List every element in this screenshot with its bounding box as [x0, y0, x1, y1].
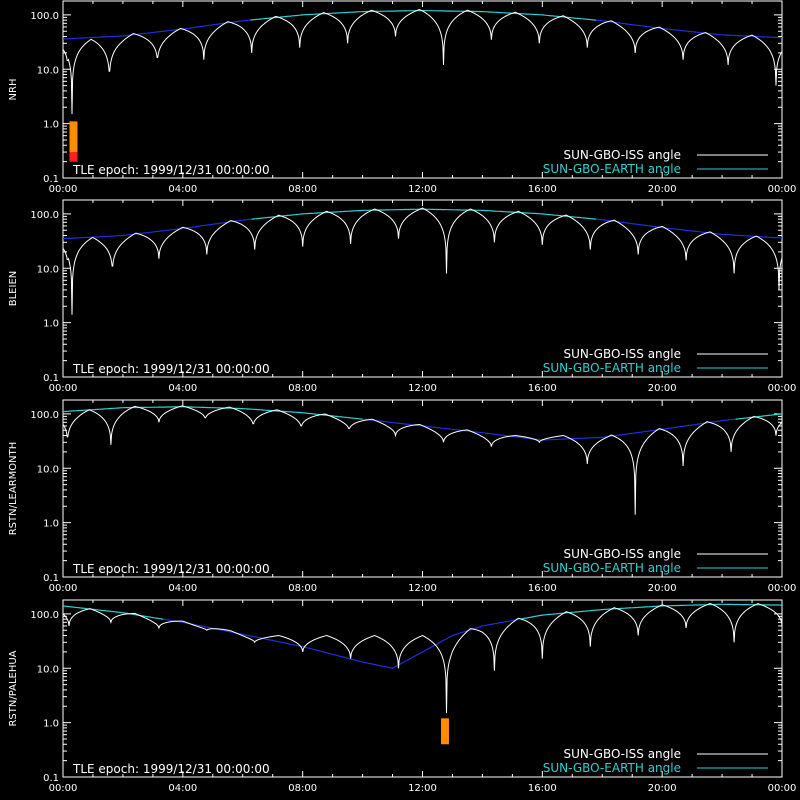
y-tick-label: 0.1: [43, 573, 59, 584]
x-tick-label: 00:00: [49, 184, 78, 195]
earth-angle-line: [735, 413, 782, 420]
x-tick-label: 04:00: [168, 783, 197, 794]
legend-earth-label: SUN-GBO-EARTH angle: [543, 361, 681, 375]
legend-earth-label: SUN-GBO-EARTH angle: [543, 761, 681, 775]
x-tick-label: 00:00: [49, 583, 78, 594]
tle-epoch-text: TLE epoch: 1999/12/31 00:00:00: [72, 562, 270, 576]
legend-iss-label: SUN-GBO-ISS angle: [564, 547, 681, 561]
y-tick-label: 10.0: [37, 264, 59, 275]
x-tick-label: 00:00: [768, 583, 797, 594]
traces: [63, 8, 782, 162]
y-axis-label: RSTN/PALEHUA: [8, 650, 19, 726]
earth-angle-line: [596, 218, 782, 239]
y-tick-label: 100.0: [30, 610, 59, 621]
tle-epoch-text: TLE epoch: 1999/12/31 00:00:00: [72, 362, 270, 376]
earth-angle-line: [63, 218, 252, 240]
x-tick-label: 20:00: [648, 184, 677, 195]
x-tick-label: 00:00: [768, 783, 797, 794]
tle-epoch-text: TLE epoch: 1999/12/31 00:00:00: [72, 762, 270, 776]
iss-angle-line: [63, 207, 782, 315]
legend-iss-label: SUN-GBO-ISS angle: [564, 148, 681, 162]
x-tick-label: 20:00: [648, 583, 677, 594]
traces: [63, 405, 782, 515]
x-tick-label: 00:00: [49, 783, 78, 794]
x-tick-label: 16:00: [528, 383, 557, 394]
x-tick-label: 12:00: [408, 184, 437, 195]
x-tick-label: 16:00: [528, 783, 557, 794]
y-tick-label: 100.0: [30, 210, 59, 221]
legend-earth-label: SUN-GBO-EARTH angle: [543, 162, 681, 176]
earth-angle-line: [250, 10, 597, 21]
x-tick-label: 04:00: [168, 184, 197, 195]
earth-angle-line: [251, 208, 597, 220]
x-tick-label: 04:00: [168, 583, 197, 594]
iss-angle-line: [63, 602, 782, 714]
x-tick-label: 16:00: [528, 583, 557, 594]
x-tick-label: 08:00: [288, 583, 317, 594]
y-tick-label: 100.0: [30, 11, 59, 22]
y-tick-label: 100.0: [30, 410, 59, 421]
y-tick-label: 1.0: [43, 120, 59, 131]
legend-iss-label: SUN-GBO-ISS angle: [564, 347, 681, 361]
event-marker: [69, 152, 78, 162]
y-axis-label: RSTN/LEARMONTH: [8, 442, 19, 536]
y-tick-label: 10.0: [37, 664, 59, 675]
y-tick-label: 0.1: [43, 174, 59, 185]
event-marker: [69, 121, 78, 162]
y-tick-label: 0.1: [43, 373, 59, 384]
panel-3: 00:00 04:00 08:00 12:00 16:00 20:00 00:000.11.…: [8, 399, 797, 594]
panel-1: 00:00 04:00 08:00 12:00 16:00 20:00 00:000.11.…: [8, 0, 797, 195]
tle-epoch-text: TLE epoch: 1999/12/31 00:00:00: [72, 163, 270, 177]
earth-angle-line: [63, 406, 363, 420]
traces: [63, 207, 782, 315]
y-tick-label: 0.1: [43, 773, 59, 784]
panel-4: 00:00 04:00 08:00 12:00 16:00 20:00 00:000.11.…: [8, 599, 797, 794]
earth-angle-line: [596, 19, 782, 39]
x-tick-label: 00:00: [768, 184, 797, 195]
earth-angle-line: [362, 418, 736, 441]
earth-angle-line: [521, 603, 782, 620]
x-tick-label: 12:00: [408, 383, 437, 394]
x-tick-label: 12:00: [408, 783, 437, 794]
earth-angle-line: [63, 605, 164, 620]
iss-angle-line: [63, 8, 782, 115]
traces: [63, 602, 782, 745]
y-tick-label: 10.0: [37, 65, 59, 76]
x-tick-label: 08:00: [288, 184, 317, 195]
y-axis-label: BLEIEN: [8, 271, 19, 307]
x-tick-label: 16:00: [528, 184, 557, 195]
panel-2: 00:00 04:00 08:00 12:00 16:00 20:00 00:000.11.…: [8, 199, 797, 394]
legend-earth-label: SUN-GBO-EARTH angle: [543, 561, 681, 575]
event-marker: [440, 718, 449, 745]
x-tick-label: 08:00: [288, 783, 317, 794]
legend-iss-label: SUN-GBO-ISS angle: [564, 747, 681, 761]
y-tick-label: 1.0: [43, 519, 59, 530]
x-tick-label: 08:00: [288, 383, 317, 394]
x-tick-label: 12:00: [408, 583, 437, 594]
x-tick-label: 04:00: [168, 383, 197, 394]
x-tick-label: 00:00: [49, 383, 78, 394]
x-tick-label: 20:00: [648, 783, 677, 794]
iss-angle-line: [63, 405, 782, 515]
y-tick-label: 1.0: [43, 719, 59, 730]
x-tick-label: 20:00: [648, 383, 677, 394]
earth-angle-line: [163, 618, 522, 669]
y-tick-label: 1.0: [43, 319, 59, 330]
x-tick-label: 00:00: [768, 383, 797, 394]
y-tick-label: 10.0: [37, 464, 59, 475]
y-axis-label: NRH: [8, 79, 19, 101]
earth-angle-line: [63, 19, 251, 40]
